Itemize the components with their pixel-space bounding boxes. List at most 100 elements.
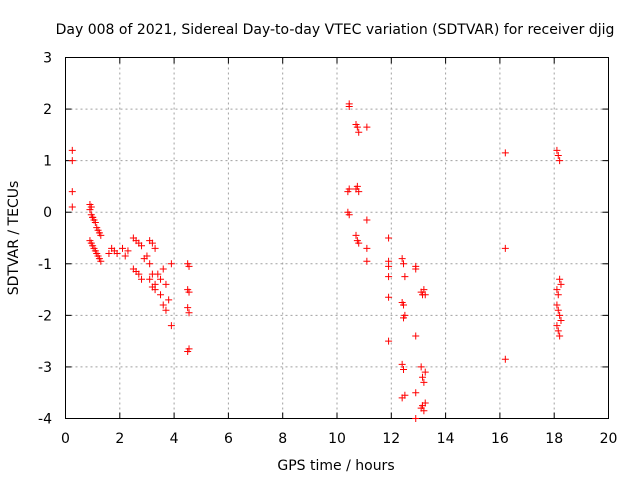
x-tick-label: 16 [491,431,509,447]
data-point [420,286,428,294]
data-point [143,252,151,260]
y-tick-label: 1 [43,154,52,170]
data-point [89,213,97,221]
data-point [184,304,192,312]
data-point [400,301,408,309]
data-point [355,239,363,247]
y-tick-label: 2 [43,102,52,118]
data-point [363,244,371,252]
x-tick-labels: 0 2 4 6 8 10 12 14 16 18 20 [61,431,617,447]
y-tick-label: -4 [38,412,52,428]
data-point [68,188,76,196]
data-point [420,378,428,386]
data-point [385,273,393,281]
data-point [401,273,409,281]
data-points [68,100,565,422]
data-point [68,203,76,211]
data-point [86,206,94,214]
data-point [355,188,363,196]
data-point [113,249,121,257]
data-point [554,151,562,159]
data-point [412,332,420,340]
data-point [398,360,406,368]
data-point [185,288,193,296]
data-point [400,366,408,374]
data-point [97,257,105,265]
data-point [345,185,353,193]
grid-lines [65,57,609,419]
x-tick-label: 2 [115,431,124,447]
data-point [167,260,175,268]
data-point [553,322,561,330]
data-point [421,291,429,299]
data-point [557,317,565,325]
data-point [412,265,420,273]
data-point [553,286,561,294]
x-tick-label: 12 [382,431,400,447]
data-point [345,211,353,219]
data-point [151,244,159,252]
data-point [554,327,562,335]
data-point [162,280,170,288]
x-tick-label: 14 [437,431,455,447]
data-point [501,355,509,363]
data-point [419,373,427,381]
data-point [119,244,127,252]
data-point [185,262,193,270]
data-point [556,332,564,340]
x-tick-label: 0 [61,431,70,447]
data-point [557,280,565,288]
x-tick-label: 4 [170,431,179,447]
data-point [363,257,371,265]
data-point [124,247,132,255]
data-point [554,306,562,314]
data-point [159,301,167,309]
data-point [352,231,360,239]
data-point [398,255,406,263]
data-point [385,337,393,345]
data-point [165,296,173,304]
data-point [167,322,175,330]
data-point [553,301,561,309]
data-point [420,407,428,415]
data-point [400,314,408,322]
data-point [162,306,170,314]
data-point [353,182,361,190]
data-point [398,394,406,402]
data-point [353,123,361,131]
data-point [363,216,371,224]
data-point [419,402,427,410]
x-axis-title: GPS time / hours [277,458,394,474]
data-point [68,157,76,165]
x-tick-label: 6 [224,431,233,447]
x-tick-label: 20 [600,431,618,447]
data-point [146,260,154,268]
y-tick-labels: -4 -3 -2 -1 0 1 2 3 [38,51,52,428]
data-point [385,234,393,242]
chart-title: Day 008 of 2021, Sidereal Day-to-day VTE… [56,22,615,38]
data-point [553,146,561,154]
data-point [151,286,159,294]
x-tick-label: 18 [545,431,563,447]
data-point [185,345,193,353]
data-point [556,311,564,319]
data-point [68,146,76,154]
data-point [501,149,509,157]
data-point [554,291,562,299]
data-point [363,123,371,131]
data-point [400,260,408,268]
data-point [412,389,420,397]
data-point [385,293,393,301]
data-point [135,270,143,278]
data-point [345,100,353,108]
data-point [501,244,509,252]
data-point [556,157,564,165]
data-point [154,270,162,278]
data-point [148,239,156,247]
y-tick-label: 3 [43,51,52,67]
data-point [185,309,193,317]
data-point [138,242,146,250]
data-point [157,275,165,283]
data-point [121,252,129,260]
y-tick-label: -1 [38,257,52,273]
